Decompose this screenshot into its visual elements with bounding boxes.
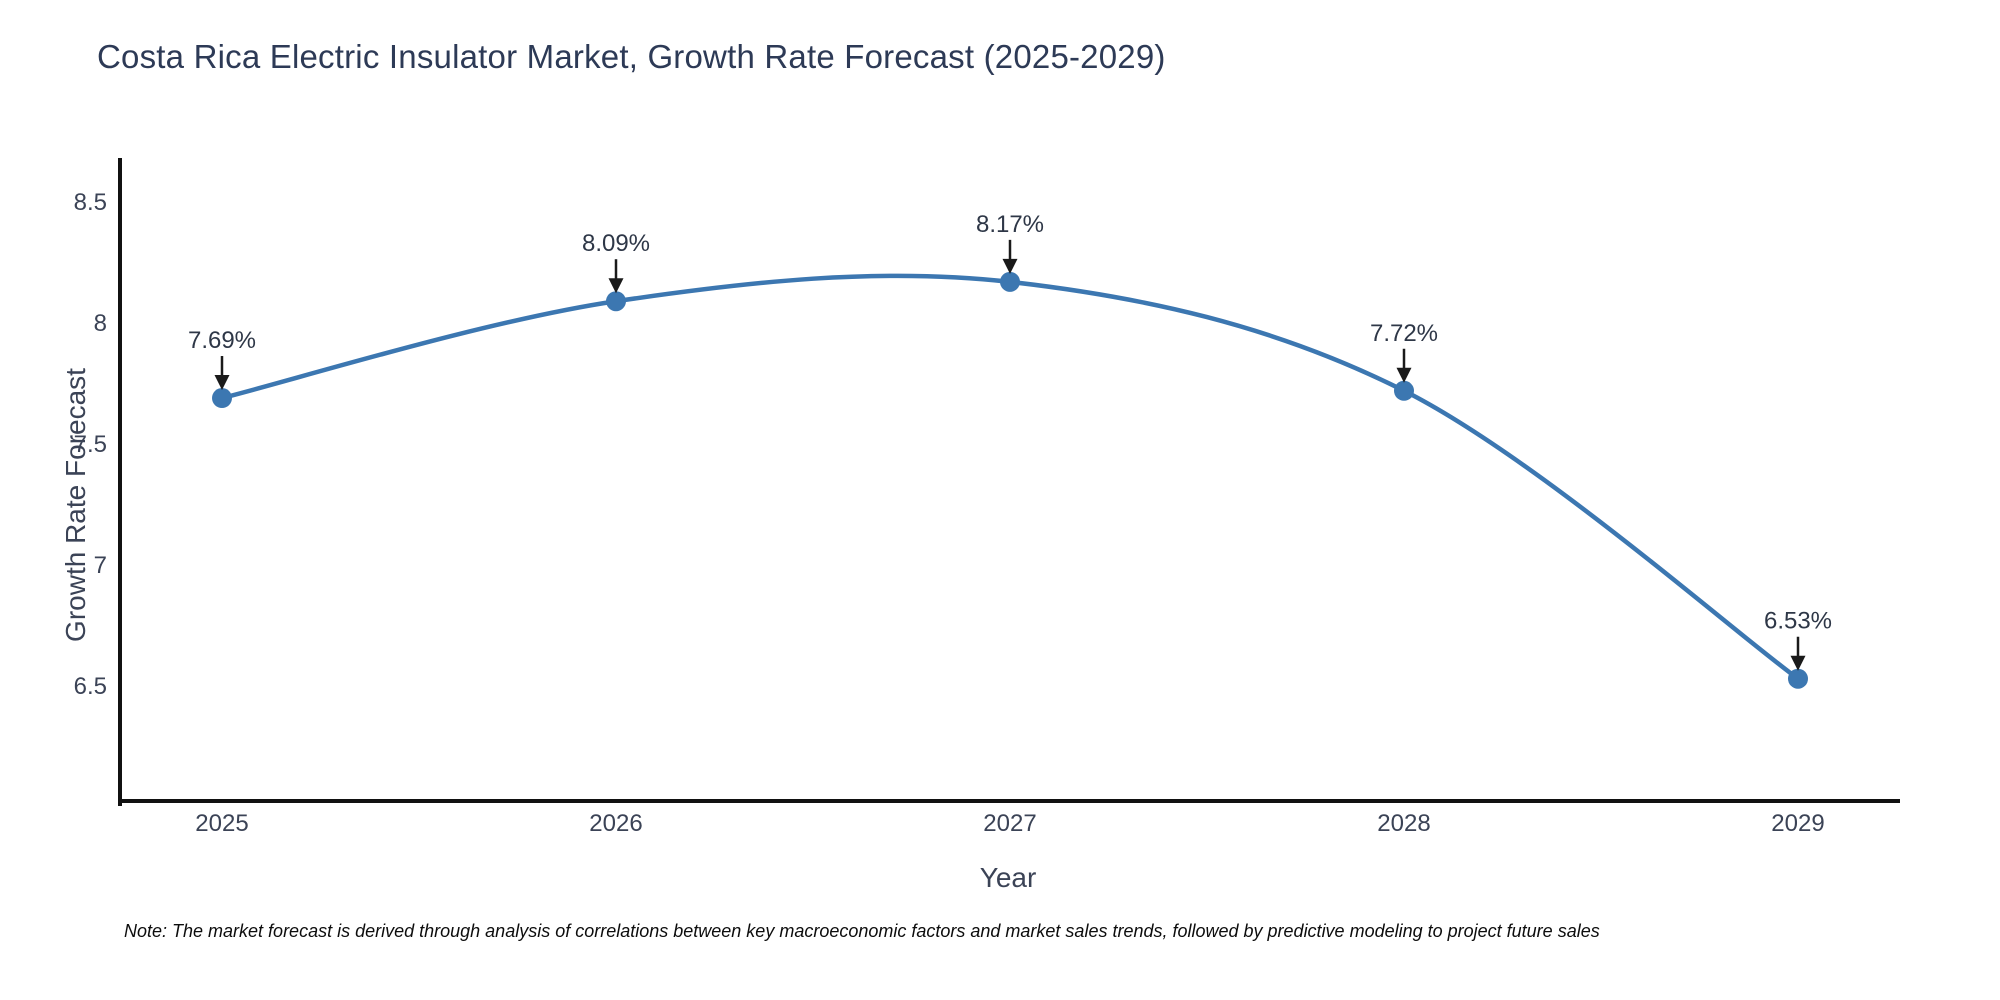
data-point-marker [606,291,626,312]
data-point-marker [1788,668,1808,689]
y-tick-label: 6.5 [74,673,107,700]
annotation-arrowhead [608,278,624,294]
x-tick-label: 2029 [1771,810,1824,837]
footnote: Note: The market forecast is derived thr… [124,921,1600,941]
y-axis-title: Growth Rate Forecast [60,368,91,642]
y-tick-label: 7.5 [74,431,107,458]
annotation-label: 8.17% [976,211,1044,238]
x-tick-label: 2026 [589,810,642,837]
annotation-label: 7.72% [1370,320,1438,347]
annotation-arrowhead [1002,258,1018,274]
annotation-label: 7.69% [188,327,256,354]
data-point-marker [212,388,232,409]
data-point-marker [1394,380,1414,401]
data-point-marker [1000,271,1020,292]
chart-title: Costa Rica Electric Insulator Market, Gr… [97,38,1166,75]
forecast-spline [219,273,1801,681]
annotation-arrowhead [214,375,230,391]
x-tick-label: 2025 [195,810,248,837]
annotation-label: 8.09% [582,230,650,257]
annotation-label: 6.53% [1764,608,1832,635]
x-tick-label: 2028 [1377,810,1430,837]
x-tick-label: 2027 [983,810,1036,837]
annotation-arrowhead [1396,367,1412,383]
y-tick-label: 8.5 [74,189,107,216]
x-axis-title: Year [979,862,1037,893]
annotation-arrowhead [1790,655,1806,671]
y-tick-label: 8 [94,310,107,337]
y-tick-label: 7 [94,552,107,579]
